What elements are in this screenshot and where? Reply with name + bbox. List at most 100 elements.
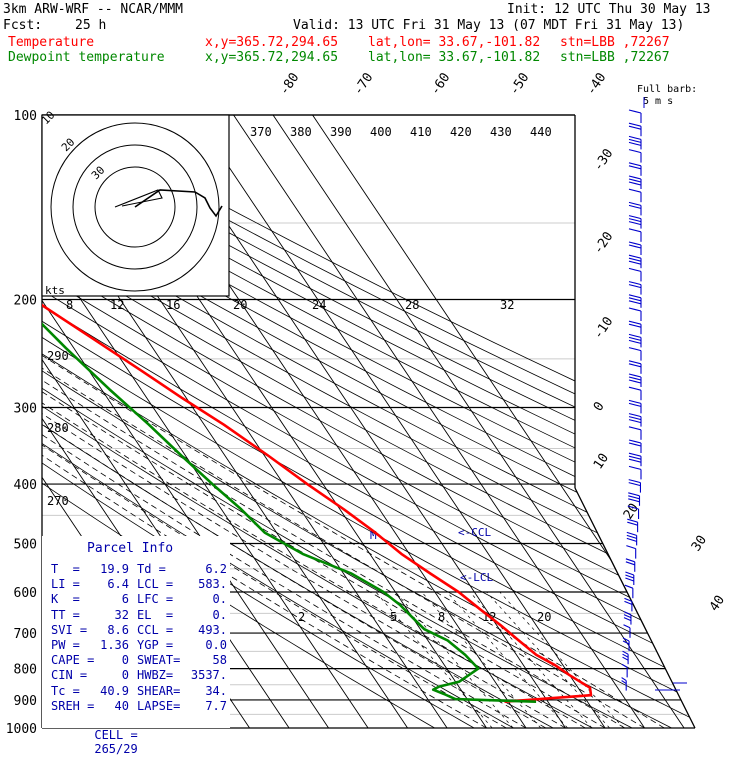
wind-barb-flag — [625, 585, 633, 588]
parcel-info-title: Parcel Info — [87, 541, 173, 556]
wind-barb-flag — [629, 136, 641, 139]
isotherm-label: 30 — [689, 533, 710, 554]
wind-barb — [622, 664, 627, 677]
wind-barb-flag — [629, 480, 641, 483]
wind-barb-flag — [629, 361, 641, 364]
isotherm — [273, 115, 684, 728]
wind-barb-flag — [627, 532, 637, 535]
wind-barb-flag — [629, 380, 641, 383]
wind-barb — [629, 189, 641, 202]
theta-e-label: 410 — [410, 125, 432, 139]
pressure-tick-label: 100 — [14, 109, 37, 124]
wind-barb-flag — [628, 496, 639, 499]
wind-barb-flag — [629, 466, 641, 469]
wind-barb-flag — [629, 483, 641, 486]
wind-barb-flag — [625, 572, 633, 575]
hodograph-scale-label: 28 — [405, 298, 419, 312]
isotherm-label: -10 — [591, 314, 617, 342]
pressure-tick-label: 500 — [14, 537, 37, 552]
wind-barb — [627, 532, 637, 545]
parcel-param-label: Tc = — [51, 684, 80, 698]
isotherm — [0, 115, 13, 728]
wind-barb — [629, 361, 641, 374]
wind-barb-flag — [629, 308, 641, 311]
wind-barb-flag — [629, 348, 641, 351]
wind-barb — [629, 348, 641, 361]
wind-barb-flag — [629, 219, 641, 222]
parcel-param-label: SWEAT= — [137, 653, 180, 667]
mixing-ratio-line — [500, 592, 624, 728]
wind-barb-flag — [629, 364, 641, 367]
wind-barb — [629, 268, 641, 281]
isotherm-label: -50 — [507, 70, 533, 98]
pressure-tick-label: 800 — [14, 663, 37, 678]
wind-barb-flag — [629, 414, 641, 417]
mixing-ratio-label: 2 — [298, 610, 305, 624]
wind-barb-flag — [629, 139, 641, 142]
wind-barb — [629, 480, 641, 493]
parcel-param-value: 3537. — [191, 668, 227, 682]
parcel-param-value: 6.4 — [107, 577, 129, 591]
hodograph-scale-label: 24 — [312, 298, 326, 312]
wind-barb-flag — [629, 459, 641, 462]
wind-barb-flag — [629, 301, 641, 304]
parcel-param-label: PW = — [51, 638, 80, 652]
wind-barb-flag — [629, 324, 641, 327]
wind-barb — [629, 453, 641, 466]
wind-barb-flag — [629, 150, 641, 153]
wind-barb-flag — [629, 255, 641, 258]
wind-barb-flag — [622, 678, 627, 681]
theta-e-label: 380 — [290, 125, 312, 139]
parcel-param-value: 7.7 — [205, 699, 227, 713]
theta-e-label: 400 — [370, 125, 392, 139]
parcel-cell-value: 265/29 — [94, 742, 137, 756]
marker-ccl: <-CCL — [458, 526, 491, 539]
hodograph-scale-label: 32 — [500, 298, 514, 312]
wind-barb — [626, 546, 635, 559]
wind-barb — [629, 400, 641, 413]
wind-barb-flag — [629, 298, 641, 301]
wind-barb-flag — [623, 625, 629, 628]
parcel-param-label: LFC = — [137, 592, 173, 606]
isotherm — [194, 115, 605, 728]
wind-barb-flag — [629, 176, 641, 179]
parcel-param-value: 40.9 — [100, 684, 129, 698]
wind-barb — [629, 123, 641, 136]
wind-key-units: 5 m s — [643, 96, 673, 107]
pressure-tick-label: 1000 — [6, 722, 37, 737]
wind-barb — [629, 466, 641, 479]
parcel-param-value: 6 — [122, 592, 129, 606]
parcel-param-value: 32 — [115, 608, 129, 622]
wind-barb-flag — [629, 242, 641, 245]
wind-barb — [629, 308, 641, 321]
wind-barb-flag — [624, 601, 631, 604]
wind-barb — [629, 229, 641, 242]
parcel-param-value: 58 — [213, 653, 227, 667]
isotherm-label: -30 — [591, 146, 617, 174]
theta-label: 270 — [47, 494, 69, 508]
parcel-param-label: SREH = — [51, 699, 94, 713]
wind-barb-flag — [623, 657, 629, 660]
isotherm-label: 10 — [591, 451, 612, 472]
wind-barb-flag — [629, 340, 641, 343]
wind-barb — [629, 414, 641, 427]
wind-barb-flag — [629, 377, 641, 380]
theta-label: 280 — [47, 421, 69, 435]
parcel-param-value: 34. — [205, 684, 227, 698]
wind-barb-flag — [627, 538, 637, 541]
wind-barb — [629, 387, 641, 400]
wind-barb-flag — [625, 578, 633, 581]
wind-barb-flag — [629, 420, 641, 423]
parcel-param-value: 40 — [115, 699, 129, 713]
hodograph-scale-label: 20 — [233, 298, 247, 312]
wind-barb-flag — [629, 163, 641, 166]
isotherm-label: 40 — [707, 593, 728, 614]
wind-barb-flag — [629, 387, 641, 390]
wind-barb — [629, 440, 641, 453]
mixing-ratio-label: 8 — [438, 610, 445, 624]
